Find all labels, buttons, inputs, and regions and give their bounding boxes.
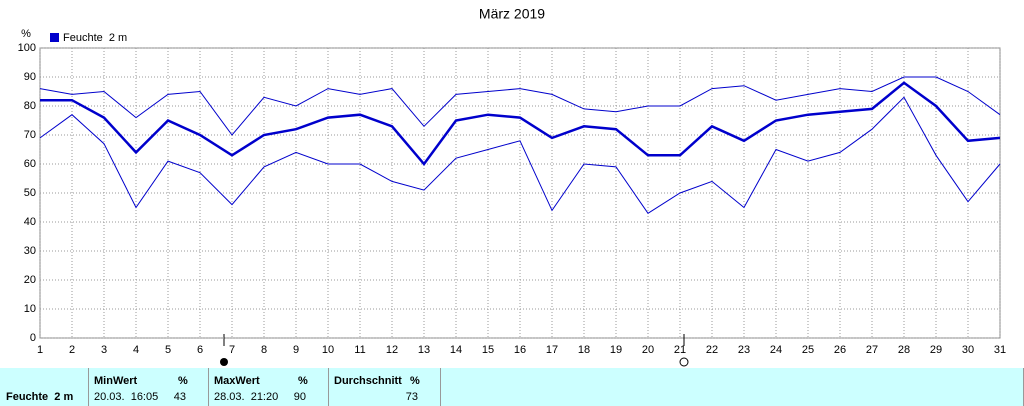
- x-tick-label: 27: [866, 344, 878, 356]
- x-tick-label: 15: [482, 344, 494, 356]
- new-moon-icon: [220, 358, 228, 366]
- y-tick-label: 20: [24, 274, 36, 286]
- x-tick-label: 17: [546, 344, 558, 356]
- column-value: 43: [173, 391, 186, 403]
- x-tick-label: 24: [770, 344, 782, 356]
- x-tick-label: 8: [261, 344, 267, 356]
- y-tick-label: 80: [24, 100, 36, 112]
- legend-label: Feuchte 2 m: [63, 32, 127, 44]
- x-tick-label: 13: [418, 344, 430, 356]
- summary-cell: [88, 368, 209, 406]
- y-tick-label: 70: [24, 129, 36, 141]
- column-time: 20.03. 16:05: [94, 391, 159, 403]
- y-tick-label: 50: [24, 187, 36, 199]
- y-tick-label: 0: [30, 332, 36, 344]
- x-tick-label: 10: [322, 344, 334, 356]
- column-unit: %: [178, 375, 188, 387]
- x-tick-label: 29: [930, 344, 942, 356]
- summary-cell: [328, 368, 441, 406]
- column-title: MaxWert: [214, 375, 260, 387]
- y-tick-label: 90: [24, 71, 36, 83]
- x-tick-label: 6: [197, 344, 203, 356]
- y-tick-label: 100: [18, 42, 36, 54]
- data-line: [40, 81, 1001, 167]
- x-tick-label: 20: [642, 344, 654, 356]
- y-tick-label: 10: [24, 303, 36, 315]
- x-tick-label: 28: [898, 344, 910, 356]
- summary-cell: [208, 368, 329, 406]
- summary-cell: [440, 368, 1024, 406]
- summary-label: Feuchte 2 m: [6, 391, 74, 403]
- chart-title: März 2019: [479, 6, 545, 22]
- x-tick-label: 31: [994, 344, 1006, 356]
- x-tick-label: 9: [293, 344, 299, 356]
- x-tick-label: 16: [514, 344, 526, 356]
- column-title: MinWert: [94, 375, 138, 387]
- column-unit: %: [298, 375, 308, 387]
- column-time: 28.03. 21:20: [214, 391, 279, 403]
- data-line: [39, 76, 1001, 136]
- x-tick-label: 23: [738, 344, 750, 356]
- column-value: 73: [405, 391, 418, 403]
- x-tick-label: 21: [674, 344, 686, 356]
- x-tick-label: 22: [706, 344, 718, 356]
- x-tick-label: 2: [69, 344, 75, 356]
- y-axis-label: %: [21, 28, 31, 40]
- legend-swatch: [50, 33, 59, 42]
- full-moon-icon: [679, 357, 689, 367]
- x-tick-label: 19: [610, 344, 622, 356]
- x-tick-label: 4: [133, 344, 139, 356]
- x-tick-label: 7: [229, 344, 235, 356]
- x-tick-label: 3: [101, 344, 107, 356]
- x-tick-label: 5: [165, 344, 171, 356]
- x-tick-label: 25: [802, 344, 814, 356]
- column-value: 90: [293, 391, 306, 403]
- x-tick-label: 18: [578, 344, 590, 356]
- x-tick-label: 30: [962, 344, 974, 356]
- column-unit: %: [410, 375, 420, 387]
- x-tick-label: 1: [37, 344, 43, 356]
- y-tick-label: 60: [24, 158, 36, 170]
- data-line: [39, 96, 1001, 214]
- y-tick-label: 40: [24, 216, 36, 228]
- x-tick-label: 11: [354, 344, 365, 356]
- y-tick-label: 30: [24, 245, 36, 257]
- x-tick-label: 26: [834, 344, 846, 356]
- column-title: Durchschnitt: [334, 375, 402, 387]
- x-tick-label: 12: [386, 344, 398, 356]
- chart: März 2019 % Feuchte 2 m 0 10 20 30 40 50 60 70 8…: [18, 6, 1006, 367]
- x-tick-label: 14: [450, 344, 462, 356]
- summary-table: Feuchte 2 m MinWert% 20.03. 16:05 43 MaxWer…: [0, 368, 1024, 406]
